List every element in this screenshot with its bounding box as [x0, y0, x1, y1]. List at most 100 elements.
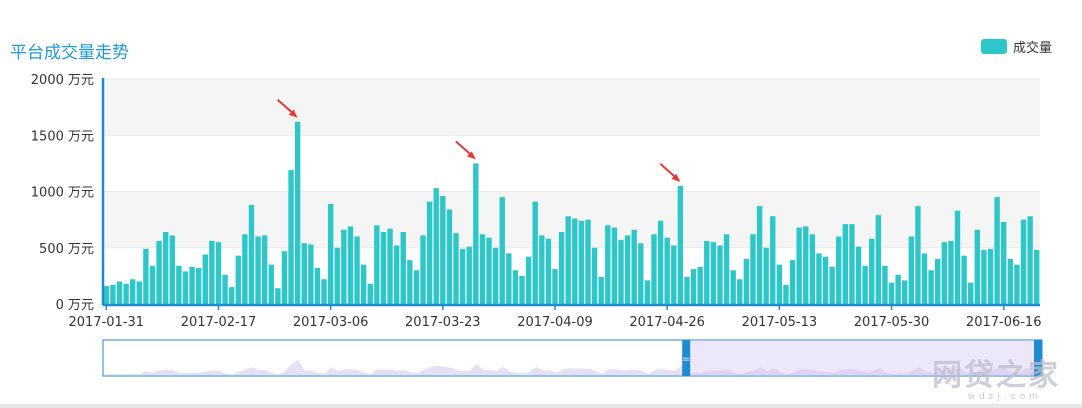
zoom-handle-end[interactable] — [682, 340, 691, 376]
bar — [301, 243, 307, 304]
bar — [585, 219, 591, 304]
bar — [657, 220, 664, 304]
bar — [836, 236, 842, 304]
bar — [644, 280, 651, 304]
bar — [380, 232, 387, 304]
bar — [671, 245, 677, 304]
bar — [1007, 259, 1014, 304]
bar — [407, 260, 413, 304]
x-tick-label: 2017-03-06 — [293, 315, 369, 330]
bar — [789, 260, 796, 304]
bar — [123, 283, 129, 304]
bar — [486, 237, 492, 304]
bar — [908, 236, 915, 304]
bar — [195, 268, 202, 304]
annotation-arrowhead — [288, 109, 298, 118]
page-bottom-divider — [0, 404, 1082, 408]
bar — [651, 234, 657, 304]
bar — [176, 265, 182, 304]
bar — [519, 275, 525, 304]
bar — [723, 234, 730, 304]
bar — [796, 227, 802, 304]
bar — [611, 227, 618, 304]
bar — [558, 232, 565, 304]
bar — [948, 241, 954, 304]
bar — [690, 269, 697, 304]
bar — [387, 228, 393, 304]
y-tick-label: 500 万元 — [39, 242, 94, 257]
bar — [770, 216, 776, 304]
bar — [598, 277, 604, 304]
bar — [743, 259, 750, 304]
bar — [393, 245, 400, 304]
y-tick-label: 0 万元 — [56, 298, 94, 313]
bar — [710, 242, 717, 304]
bar — [116, 281, 123, 304]
bar — [1034, 250, 1040, 304]
bar — [169, 235, 175, 304]
bar — [987, 248, 994, 304]
bar — [288, 170, 294, 304]
bar — [605, 225, 611, 304]
bar — [875, 215, 882, 304]
annotation-arrowhead — [466, 151, 476, 160]
bar — [314, 268, 321, 304]
annotation-arrowhead — [671, 173, 681, 182]
bar — [228, 287, 235, 304]
bar — [862, 265, 868, 304]
bar — [664, 237, 670, 304]
bar — [895, 274, 901, 304]
bar — [552, 269, 558, 304]
bar — [209, 241, 215, 304]
bar — [704, 241, 710, 304]
bar — [697, 266, 703, 304]
x-tick-label: 2017-05-30 — [854, 315, 930, 330]
bar — [202, 254, 208, 304]
legend[interactable]: 成交量 — [980, 37, 1052, 56]
bar — [631, 229, 637, 304]
bar — [809, 234, 816, 304]
y-tick-label: 1000 万元 — [31, 186, 94, 201]
bar — [162, 232, 169, 304]
bar — [268, 264, 274, 304]
legend-swatch — [980, 39, 1007, 54]
bar — [1001, 221, 1007, 304]
bar — [1027, 216, 1033, 304]
bar — [902, 280, 908, 304]
bar — [413, 270, 420, 304]
bar — [829, 266, 835, 304]
bar — [499, 197, 505, 304]
x-tick-label: 2017-05-13 — [742, 315, 818, 330]
bar — [308, 244, 314, 304]
bar — [994, 197, 1000, 304]
bar — [684, 277, 690, 304]
bar — [367, 283, 373, 304]
bar — [110, 284, 116, 304]
bar — [737, 279, 743, 304]
bar — [275, 288, 281, 304]
bar — [261, 235, 268, 304]
bar — [954, 210, 961, 304]
bar — [525, 256, 532, 304]
bar — [842, 224, 849, 304]
bar — [935, 259, 941, 304]
zoom-handle-right[interactable] — [1034, 340, 1042, 376]
bar — [638, 243, 644, 304]
bar — [783, 284, 789, 304]
zoom-mini-series — [103, 359, 1042, 376]
bar — [156, 241, 162, 304]
bar — [968, 282, 974, 304]
bar — [459, 248, 466, 304]
bar — [426, 201, 433, 304]
chart-title: 平台成交量走势 — [10, 43, 129, 63]
bar — [360, 264, 367, 304]
bar — [816, 253, 822, 304]
bar — [822, 256, 829, 304]
bar — [433, 188, 439, 304]
bar — [921, 253, 928, 304]
bar — [189, 266, 195, 304]
bar — [532, 201, 538, 304]
x-tick-label: 2017-01-31 — [69, 315, 145, 330]
bar — [803, 226, 809, 304]
